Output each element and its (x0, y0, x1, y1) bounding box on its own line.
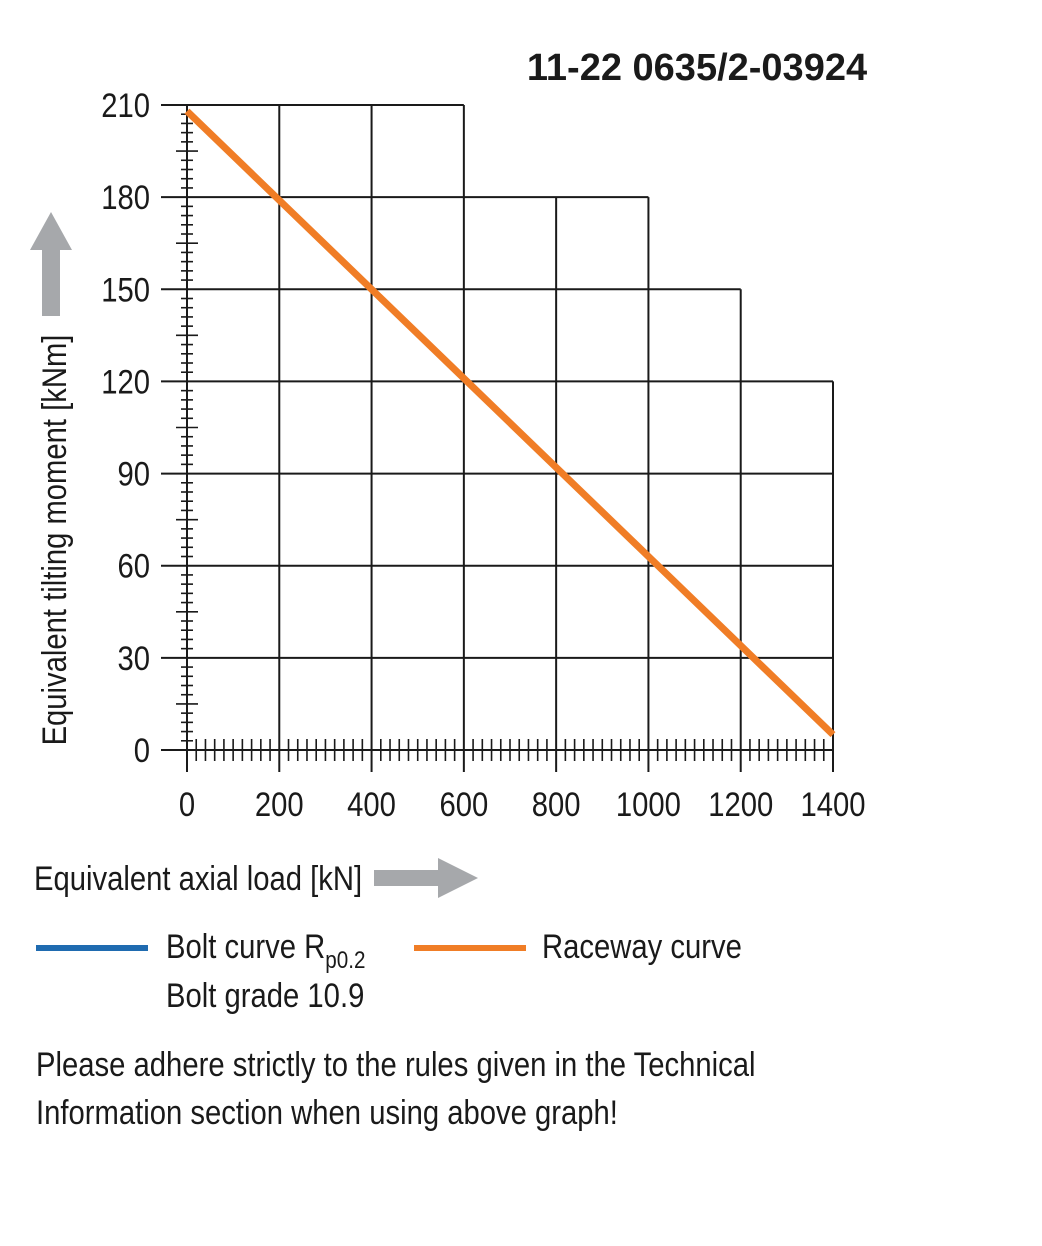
y-tick-label: 90 (117, 454, 150, 493)
chart-title: 11-22 0635/2-03924 (527, 47, 867, 89)
chart-tick-labels: 0 200 400 600 800 1000 1200 1400 0 30 60 90 120 150 18… (101, 86, 865, 824)
x-axis-label: Equivalent axial load [kN] (34, 859, 362, 898)
chart-axes (161, 105, 834, 772)
bolt-curve-label: Bolt curve R (166, 928, 326, 966)
usage-note-line-1: Please adhere strictly to the rules give… (36, 1046, 756, 1084)
chart-series (184, 108, 836, 738)
usage-note-line-2: Information section when using above gra… (36, 1094, 618, 1132)
bolt-curve-subscript: p0.2 (325, 947, 366, 974)
y-tick-label: 60 (117, 547, 150, 586)
x-tick-label: 1200 (708, 785, 773, 824)
x-tick-label: 1400 (800, 785, 865, 824)
y-tick-label: 0 (134, 731, 150, 770)
bolt-grade-label: Bolt grade 10.9 (166, 977, 365, 1015)
x-tick-label: 800 (532, 785, 581, 824)
y-axis-label: Equivalent tilting moment [kNm] (35, 335, 74, 746)
y-tick-label: 30 (117, 639, 150, 678)
chart-grid (161, 104, 834, 750)
y-tick-label: 120 (101, 362, 150, 401)
up-arrow-icon (30, 212, 72, 316)
y-axis-label-group: Equivalent tilting moment [kNm] (30, 212, 74, 745)
y-tick-label: 150 (101, 270, 150, 309)
x-tick-label: 200 (255, 785, 304, 824)
y-tick-label: 210 (101, 86, 150, 125)
right-arrow-icon (374, 858, 478, 898)
y-tick-label: 180 (101, 178, 150, 217)
x-tick-label: 400 (347, 785, 396, 824)
x-tick-label: 0 (179, 785, 195, 824)
chart-ticks (176, 113, 825, 761)
bolt-curve-legend-line (36, 945, 148, 951)
series-line-raceway (184, 108, 836, 738)
chart: 0 200 400 600 800 1000 1200 1400 0 30 60 90 120 150 18… (30, 47, 867, 898)
x-tick-label: 1000 (616, 785, 681, 824)
x-tick-label: 600 (439, 785, 488, 824)
raceway-curve-legend-label: Raceway curve (542, 928, 742, 966)
x-axis-label-group: Equivalent axial load [kN] (34, 858, 478, 898)
raceway-curve-legend-line (414, 945, 526, 951)
bolt-curve-legend-label: Bolt curve Rp0.2 (166, 928, 365, 974)
